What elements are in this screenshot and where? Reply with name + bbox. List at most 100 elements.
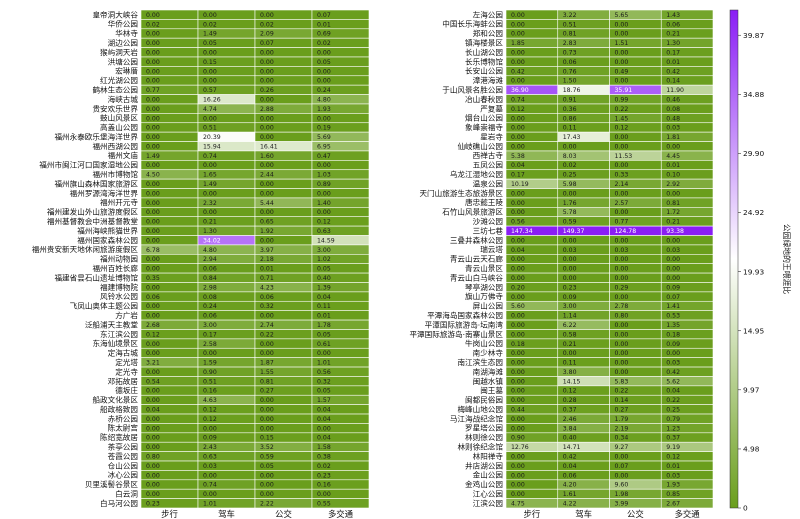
cell-value: 0.00 — [146, 12, 160, 19]
cell-value: 0.00 — [260, 482, 274, 489]
cell-value: 0.00 — [563, 256, 577, 263]
row-label: 鹤林生态公园 — [92, 84, 138, 94]
cell-value: 3.00 — [203, 322, 217, 329]
cell-value: 1.93 — [317, 106, 331, 113]
row-label: 屏山公园 — [473, 301, 503, 311]
cell-value: 1.30 — [666, 40, 680, 47]
cell-value: 0.21 — [666, 31, 680, 38]
cell-value: 0.02 — [563, 162, 577, 169]
cell-value: 0.27 — [615, 407, 629, 414]
cell-value: 0.81 — [666, 200, 680, 207]
cell-value: 0.00 — [260, 237, 274, 244]
cell-value: 0.00 — [260, 59, 274, 66]
row-label: 林则徐纪念馆 — [457, 442, 503, 452]
cell-value: 0.00 — [666, 190, 680, 197]
cell-value: 2.98 — [203, 284, 217, 291]
cell-value: 0.00 — [146, 143, 160, 150]
cell-value: 0.00 — [511, 275, 525, 282]
cell-value: 0.02 — [146, 21, 160, 28]
cell-value: 0.06 — [666, 21, 680, 28]
cell-value: 0.00 — [260, 134, 274, 141]
cell-value: 0.15 — [260, 435, 274, 442]
cell-value: 0.02 — [260, 21, 274, 28]
cell-value: 0.00 — [615, 143, 629, 150]
cell-value: 0.00 — [615, 209, 629, 216]
row-label: 福州基督教会中洲基督教堂 — [47, 216, 139, 226]
cell-value: 0.00 — [666, 266, 680, 273]
row-label: 井店湖公园 — [465, 460, 503, 470]
cell-value: 1.45 — [615, 115, 629, 122]
cell-value: 0.37 — [563, 407, 577, 414]
cell-value: 0.04 — [146, 407, 160, 414]
colorbar-tick-label: 4.98 — [743, 445, 760, 454]
cell-value: 2.43 — [203, 444, 217, 451]
cell-value: 0.00 — [317, 425, 331, 432]
cell-value: 18.76 — [563, 87, 581, 94]
cell-value: 1.30 — [203, 228, 217, 235]
row-label: 江心公园 — [473, 490, 503, 499]
cell-value: 0.81 — [260, 378, 274, 385]
cell-value: 0.00 — [615, 454, 629, 461]
cell-value: 0.00 — [511, 454, 525, 461]
row-label: 福州罗源湾海洋世界 — [70, 188, 139, 198]
row-label: 琴亭湖公园 — [465, 282, 503, 292]
cell-value: 0.00 — [146, 444, 160, 451]
row-label: 马江海战纪念馆 — [450, 413, 504, 423]
cell-value: 0.00 — [511, 378, 525, 385]
cell-value: 0.69 — [317, 31, 331, 38]
cell-value: 6.22 — [563, 322, 577, 329]
cell-value: 93.38 — [666, 228, 684, 235]
row-label: 左海公园 — [473, 9, 503, 19]
cell-value: 0.00 — [146, 425, 160, 432]
row-label: 湖边公园 — [108, 38, 138, 47]
cell-value: 0.12 — [511, 106, 525, 113]
column-label: 步行 — [524, 509, 541, 519]
cell-value: 0.02 — [317, 463, 331, 470]
cell-value: 4.23 — [260, 284, 274, 291]
row-label: 林阳禅寺 — [473, 451, 504, 461]
cell-value: 5.44 — [260, 200, 274, 207]
row-label: 严复墓 — [480, 103, 503, 113]
cell-value: 0.00 — [511, 134, 525, 141]
cell-value: 3.80 — [563, 369, 577, 376]
row-label: 青云山景区 — [465, 263, 503, 273]
cell-value: 0.51 — [203, 125, 217, 132]
colorbar-tick-label: 39.87 — [743, 31, 764, 40]
cell-value: 0.05 — [203, 40, 217, 47]
cell-value: 0.00 — [146, 341, 160, 348]
cell-value: 0.07 — [615, 463, 629, 470]
cell-value: 0.00 — [146, 40, 160, 47]
cell-value: 1.23 — [666, 425, 680, 432]
cell-value: 4.45 — [666, 153, 680, 160]
cell-value: 0.04 — [317, 435, 331, 442]
cell-value: 3.52 — [260, 444, 274, 451]
colorbar-label: 公园绿地的王喂涯比 — [782, 224, 792, 294]
cell-value: 5.60 — [511, 303, 525, 310]
cell-value: 1.65 — [203, 172, 217, 179]
cell-value: 0.25 — [563, 172, 577, 179]
column-label: 驾车 — [218, 509, 235, 519]
cell-value: 0.00 — [146, 115, 160, 122]
row-label: 茶亭公园 — [108, 442, 138, 452]
cell-value: 0.00 — [511, 115, 525, 122]
column-label: 公交 — [627, 509, 644, 519]
row-label: 中国长乐海蚌公园 — [442, 19, 503, 29]
cell-value: 16.26 — [203, 96, 221, 103]
row-label: 风铃水公园 — [100, 291, 138, 301]
cell-value: 2.32 — [203, 200, 217, 207]
cell-value: 0.00 — [511, 209, 525, 216]
row-label: 白云洞 — [115, 489, 138, 499]
cell-value: 0.00 — [260, 407, 274, 414]
cell-value: 0.00 — [563, 143, 577, 150]
cell-value: 0.00 — [511, 59, 525, 66]
cell-value: 0.00 — [146, 181, 160, 188]
row-label: 金山公园 — [473, 470, 503, 480]
cell-value: 0.04 — [563, 463, 577, 470]
cell-value: 0.01 — [317, 21, 331, 28]
cell-value: 0.00 — [615, 266, 629, 273]
cell-value: 0.00 — [146, 134, 160, 141]
column-label: 步行 — [161, 509, 178, 519]
cell-value: 1.93 — [666, 482, 680, 489]
cell-value: 0.00 — [146, 125, 160, 132]
cell-value: 0.00 — [615, 472, 629, 479]
